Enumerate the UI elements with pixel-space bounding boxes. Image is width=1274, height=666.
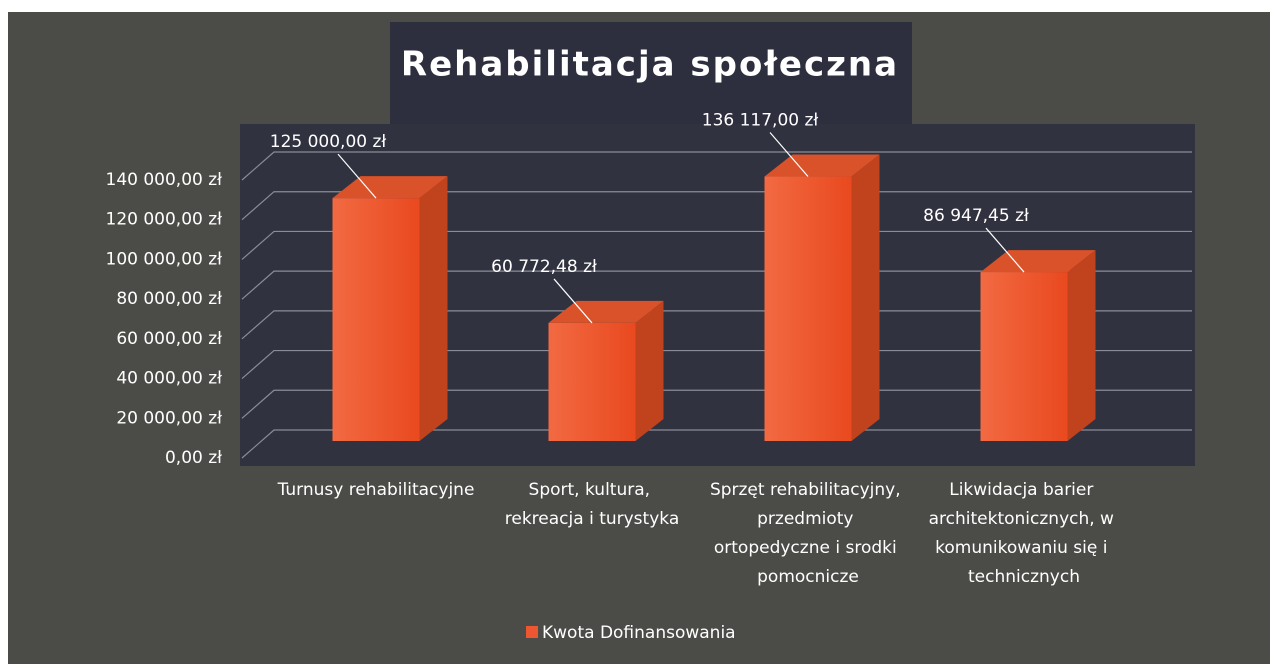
grid-line [241, 310, 1192, 340]
grid-line [241, 389, 1192, 419]
x-tick-line: rekreacja i turystyka [505, 509, 679, 529]
x-tick-label: Turnusy rehabilitacyjne [277, 480, 475, 500]
bar [548, 322, 636, 441]
grid-line [241, 270, 1192, 300]
leader-line [769, 132, 809, 177]
y-tick-label: 80 000,00 zł [116, 289, 222, 309]
x-tick-line: Turnusy rehabilitacyjne [277, 480, 475, 500]
x-tick-line: Sprzęt rehabilitacyjny, [710, 480, 906, 500]
x-tick-line: przedmioty [757, 509, 859, 529]
leader-line [337, 153, 377, 199]
y-tick-label: 140 000,00 zł [106, 170, 223, 190]
chart-title: Rehabilitacja społeczna [401, 45, 899, 85]
title-box [390, 22, 912, 126]
grid-line [241, 429, 1192, 459]
x-tick-line: Sport, kultura, [529, 480, 656, 500]
y-tick-label: 40 000,00 zł [116, 369, 222, 389]
value-label: 136 117,00 zł [702, 111, 819, 131]
bar [764, 176, 852, 441]
legend-label: Kwota Dofinansowania [542, 623, 736, 643]
bar-side [419, 176, 448, 441]
grid-line [241, 349, 1192, 380]
grid-line [241, 151, 1192, 181]
bar-side [851, 154, 880, 441]
x-tick-label: Sport, kultura, rekreacja i turystyka [505, 480, 679, 529]
y-tick-label: 100 000,00 zł [106, 249, 223, 269]
value-label: 125 000,00 zł [270, 132, 387, 152]
x-tick-line: komunikowaniu się i [935, 538, 1113, 558]
y-tick-label: 60 000,00 zł [116, 329, 222, 349]
x-tick-label: Likwidacja barier architektonicznych, w … [929, 480, 1120, 587]
bar [980, 272, 1068, 441]
x-tick-line: Likwidacja barier [949, 480, 1099, 500]
value-label: 86 947,45 zł [923, 206, 1029, 226]
bar [332, 198, 420, 441]
grid-line [241, 191, 1192, 221]
bar-side [1067, 250, 1096, 441]
grid-line [241, 230, 1192, 260]
x-tick-line: pomocnicze [757, 567, 859, 587]
x-tick-line: architektonicznych, w [929, 509, 1120, 529]
x-tick-label: Sprzęt rehabilitacyjny, przedmioty ortop… [710, 480, 906, 587]
leader-line [553, 278, 593, 324]
x-tick-line: ortopedyczne i srodki [714, 538, 902, 558]
y-tick-label: 20 000,00 zł [116, 408, 222, 428]
leader-line [985, 227, 1025, 273]
legend-swatch [526, 626, 538, 638]
y-tick-label: 0,00 zł [165, 448, 222, 468]
x-tick-line: technicznych [968, 567, 1080, 587]
value-label: 60 772,48 zł [491, 257, 597, 277]
bar-side [635, 300, 664, 441]
y-tick-label: 120 000,00 zł [106, 210, 223, 230]
